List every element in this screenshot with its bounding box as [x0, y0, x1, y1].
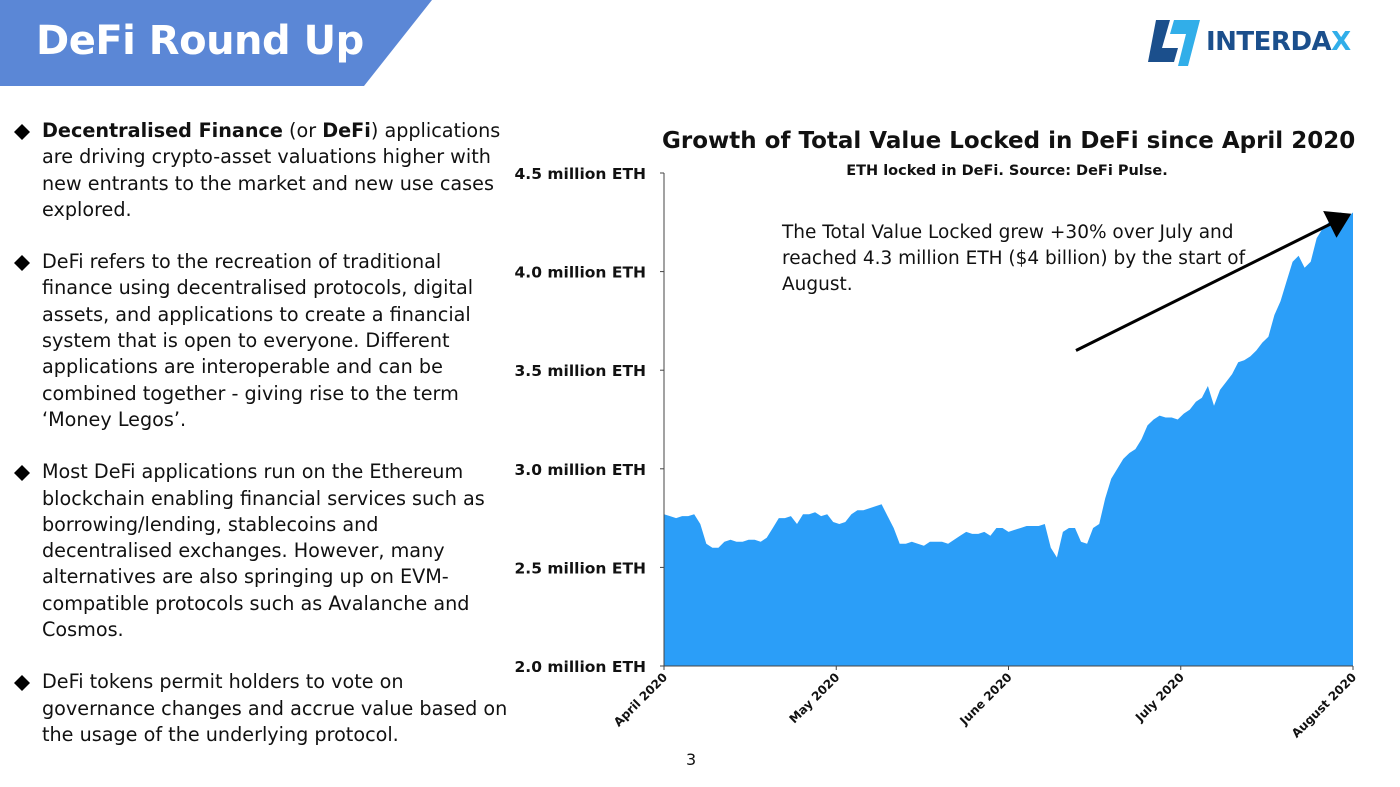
bullet-item: Most DeFi applications run on the Ethere… [14, 459, 509, 643]
bullet-text: Most DeFi applications run on the Ethere… [42, 460, 485, 642]
page-title: DeFi Round Up [36, 18, 364, 64]
x-tick-label: July 2020 [1132, 670, 1187, 725]
bullet-item: DeFi tokens permit holders to vote on go… [14, 669, 509, 748]
bullet-item: DeFi refers to the recreation of traditi… [14, 249, 509, 433]
logo-text-main: INTERDA [1206, 27, 1332, 57]
trend-arrow [1075, 210, 1352, 352]
chart-subtitle: ETH locked in DeFi. Source: DeFi Pulse. [846, 163, 1168, 179]
chart-annotation: The Total Value Locked grew +30% over Ju… [782, 222, 1246, 295]
diamond-bullet-icon [14, 675, 30, 692]
bullet-text: DeFi refers to the recreation of traditi… [42, 250, 474, 431]
diamond-bullet-icon [14, 465, 30, 482]
defi-term: Decentralised Finance [42, 119, 283, 142]
y-tick-label: 4.5 million ETH [515, 165, 646, 183]
logo-text-tail: X [1331, 27, 1351, 57]
x-tick-label: April 2020 [611, 670, 670, 729]
x-tick-label: June 2020 [956, 670, 1014, 728]
bullet-list: Decentralised Finance (or DeFi) applicat… [14, 118, 509, 774]
y-tick-label: 3.5 million ETH [515, 362, 646, 380]
diamond-bullet-icon [14, 255, 30, 272]
bullet-text-fragment: ) applications are driving crypto-asset … [42, 119, 501, 221]
logo-wordmark: INTERDAX [1206, 27, 1351, 57]
x-tick-label: May 2020 [786, 670, 842, 726]
interdax-logo-mark-icon [1148, 20, 1200, 66]
y-tick-label: 2.5 million ETH [515, 559, 646, 577]
y-tick-label: 3.0 million ETH [515, 461, 646, 479]
bullet-text-fragment: (or [282, 119, 323, 142]
bullet-item: Decentralised Finance (or DeFi) applicat… [14, 118, 509, 223]
x-tick-label: August 2020 [1289, 670, 1359, 740]
y-tick-label: 2.0 million ETH [515, 658, 646, 676]
header-band [0, 0, 432, 86]
diamond-bullet-icon [14, 124, 30, 140]
defi-abbreviation: DeFi [322, 119, 371, 142]
tvl-area-series [664, 212, 1353, 666]
bullet-text: DeFi tokens permit holders to vote on go… [42, 670, 508, 746]
y-tick-label: 4.0 million ETH [515, 264, 646, 282]
page-number: 3 [686, 750, 697, 769]
chart-title: Growth of Total Value Locked in DeFi sin… [662, 128, 1356, 154]
interdax-logo: INTERDAX [1148, 18, 1363, 68]
